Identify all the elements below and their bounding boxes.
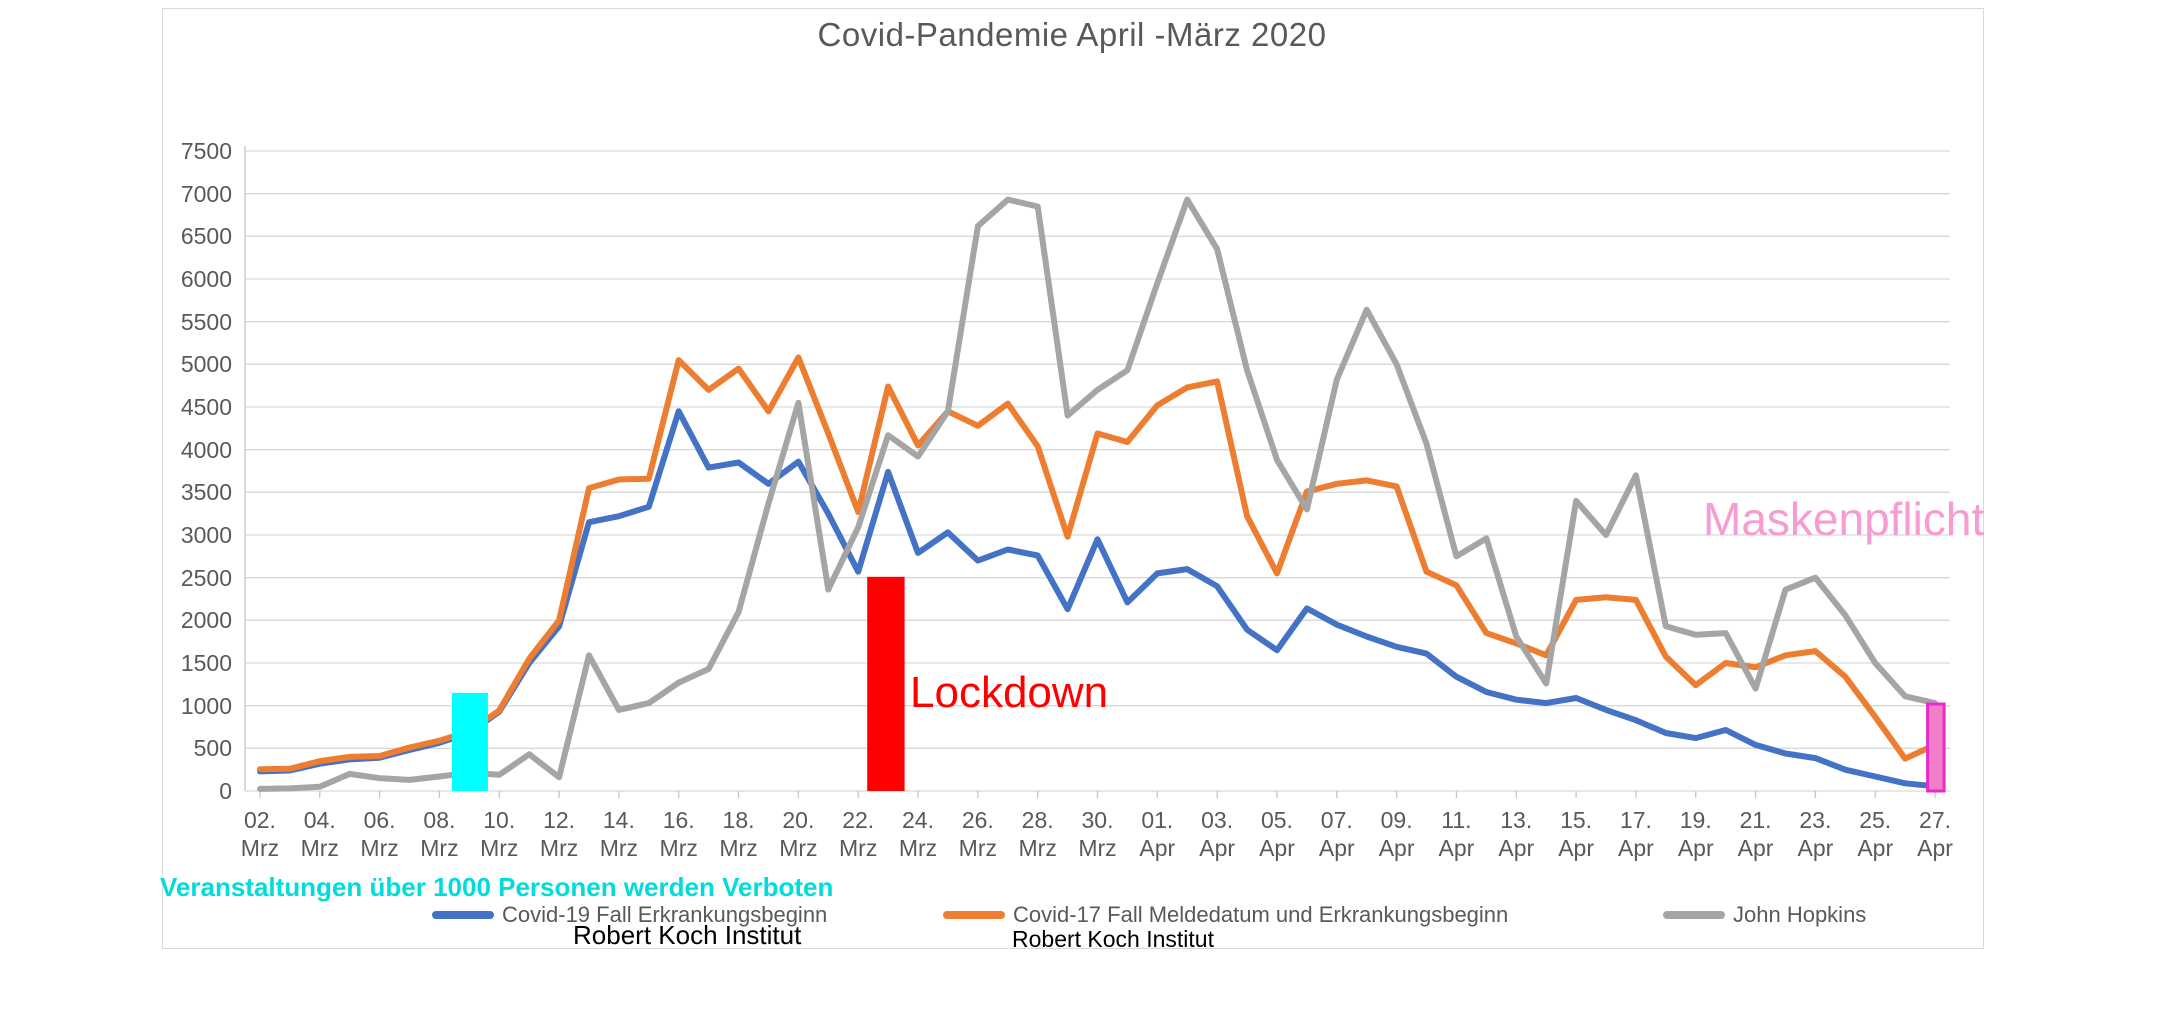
x-tick-label: 05. Apr: [1259, 807, 1295, 861]
x-tick-label: 03. Apr: [1199, 807, 1236, 861]
y-tick-label: 4500: [180, 394, 232, 420]
y-tick-label: 7500: [180, 138, 232, 164]
x-tick-label: 09. Apr: [1378, 807, 1415, 861]
x-tick-label: 16. Mrz: [659, 807, 698, 861]
maskenpflicht-bar: [1926, 702, 1946, 793]
x-tick-label: 13. Apr: [1498, 807, 1535, 861]
legend-item-john-hopkins: John Hopkins: [1663, 902, 1866, 928]
x-tick-label: 30. Mrz: [1078, 807, 1117, 861]
x-tick-label: 20. Mrz: [779, 807, 818, 861]
y-tick-label: 1000: [180, 692, 232, 719]
y-tick-label: 0: [219, 778, 232, 804]
series-line-covid-19-fall-erkrankungsbeginn: [257, 408, 1938, 790]
x-tick-label: 19. Apr: [1677, 807, 1714, 861]
x-tick-label: 27. Apr: [1917, 807, 1953, 861]
john-hopkins-line-swatch: [1663, 911, 1725, 919]
veranstaltungsverbot-bar: [452, 692, 488, 791]
x-tick-label: 18. Mrz: [719, 807, 758, 861]
y-tick-label: 3000: [180, 522, 232, 548]
x-tick-label: 17. Apr: [1618, 807, 1654, 861]
covid19-line-swatch: [432, 911, 494, 919]
y-tick-label: 3500: [180, 479, 232, 506]
y-tick-label: 5000: [180, 351, 232, 378]
chart-title: Covid-Pandemie April -März 2020: [817, 16, 1327, 53]
x-tick-label: 21. Apr: [1737, 807, 1774, 861]
y-tick-label: 1500: [180, 650, 232, 676]
y-tick-label: 500: [193, 735, 232, 762]
y-tick-label: 2500: [180, 564, 232, 591]
x-tick-label: 26. Mrz: [958, 807, 997, 861]
x-tick-label: 10. Mrz: [480, 807, 519, 861]
x-tick-label: 14. Mrz: [599, 807, 639, 861]
x-tick-label: 06. Mrz: [360, 807, 399, 861]
y-tick-label: 6500: [180, 223, 232, 250]
covid17-line-swatch: [943, 911, 1005, 919]
legend-label: Covid-19 Fall Erkrankungsbeginn: [502, 902, 828, 927]
legend-sublabel-rki-2: Robert Koch Institut: [1012, 926, 1214, 952]
maskenpflicht-annotation: Maskenpflicht: [1703, 493, 1985, 545]
x-tick-label: 12. Mrz: [539, 807, 579, 861]
x-tick-label: 24. Mrz: [898, 807, 938, 861]
x-tick-label: 01. Apr: [1139, 807, 1176, 861]
y-tick-label: 2000: [180, 607, 232, 634]
y-tick-label: 7000: [180, 180, 232, 207]
x-tick-label: 08. Mrz: [420, 807, 459, 861]
legend-label: John Hopkins: [1733, 902, 1867, 927]
legend-item-covid19: Covid-19 Fall Erkrankungsbeginn: [432, 902, 827, 928]
x-tick-label: 22. Mrz: [839, 807, 878, 861]
x-tick-label: 07. Apr: [1318, 807, 1355, 861]
x-tick-label: 25. Apr: [1857, 807, 1894, 861]
x-tick-label: 02. Mrz: [240, 807, 280, 861]
legend-label: Covid-17 Fall Meldedatum und Erkrankungs…: [1013, 902, 1509, 927]
y-tick-label: 5500: [180, 308, 232, 335]
legend-sublabel-rki-1: Robert Koch Institut: [573, 920, 802, 950]
y-tick-label: 4000: [180, 436, 232, 463]
x-tick-label: 11. Apr: [1438, 807, 1475, 861]
x-tick-label: 15. Apr: [1558, 807, 1594, 861]
series-line-covid-17-fall-meldedatum-und-erkrankungsbeginn: [257, 354, 1938, 773]
x-tick-label: 28. Mrz: [1018, 807, 1057, 861]
series-line-john-hopkins: [257, 196, 1938, 792]
legend-item-covid17: Covid-17 Fall Meldedatum und Erkrankungs…: [943, 902, 1508, 928]
x-tick-label: 04. Mrz: [300, 807, 339, 861]
lockdown-annotation: Lockdown: [910, 668, 1109, 717]
y-tick-label: 6000: [180, 266, 232, 292]
lockdown-bar: [867, 576, 905, 791]
chart-frame: [162, 8, 1984, 949]
x-tick-label: 23. Apr: [1797, 807, 1834, 861]
veranstaltungsverbot-annotation: Veranstaltungen über 1000 Personen werde…: [160, 872, 834, 902]
